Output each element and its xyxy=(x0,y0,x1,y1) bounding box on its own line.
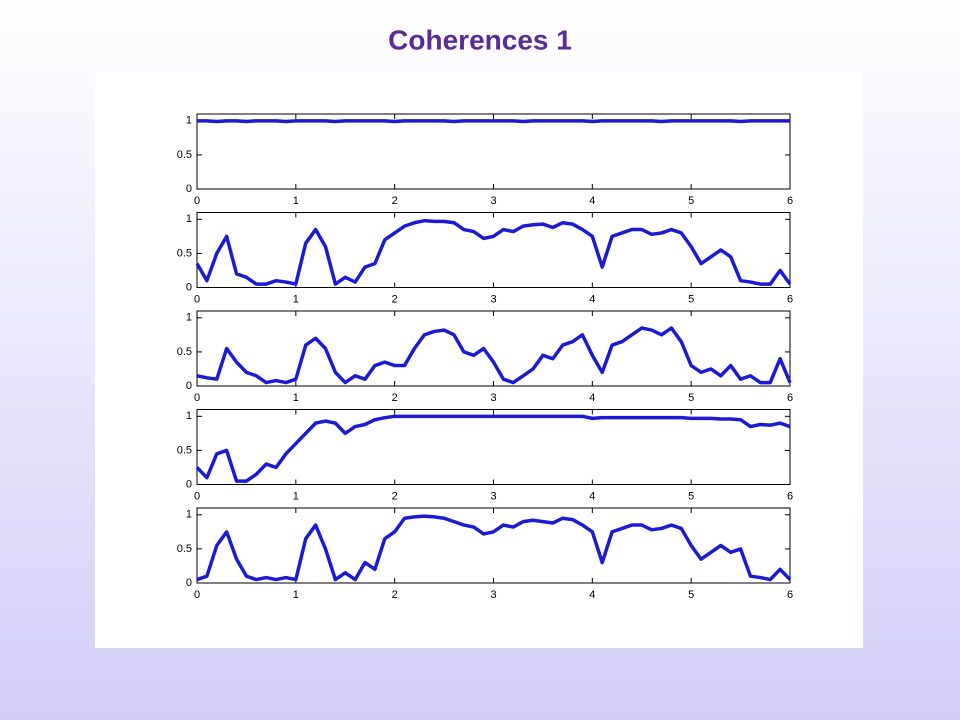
y-tick-label: 1 xyxy=(186,509,192,521)
y-tick-label: 0.5 xyxy=(177,346,192,358)
x-tick-label: 0 xyxy=(194,293,200,305)
x-tick-label: 2 xyxy=(392,589,398,601)
x-tick-label: 5 xyxy=(688,490,694,502)
x-tick-label: 1 xyxy=(293,195,299,207)
axes-box xyxy=(196,409,791,485)
y-tick-label: 0 xyxy=(186,281,192,293)
y-tick-label: 1 xyxy=(186,410,192,422)
x-tick-label: 6 xyxy=(787,293,793,305)
x-tick-label: 6 xyxy=(787,490,793,502)
x-tick-label: 2 xyxy=(392,293,398,305)
axes-box xyxy=(196,113,791,190)
axes-box xyxy=(196,507,791,584)
y-tick-label: 0 xyxy=(186,183,192,195)
slide-title: Coherences 1 xyxy=(388,24,572,55)
x-tick-label: 4 xyxy=(589,490,595,502)
x-tick-label: 6 xyxy=(787,195,793,207)
x-tick-label: 1 xyxy=(293,392,299,404)
x-tick-label: 4 xyxy=(589,293,595,305)
x-tick-label: 2 xyxy=(392,392,398,404)
axes-box xyxy=(196,310,791,387)
y-tick-label: 1 xyxy=(186,115,192,127)
x-tick-label: 1 xyxy=(293,589,299,601)
y-tick-label: 0 xyxy=(186,577,192,589)
data-line xyxy=(196,326,792,385)
x-tick-label: 2 xyxy=(392,490,398,502)
x-tick-label: 5 xyxy=(688,293,694,305)
data-line xyxy=(195,414,791,483)
x-tick-label: 4 xyxy=(589,589,595,601)
x-tick-label: 3 xyxy=(490,490,496,502)
x-tick-label: 6 xyxy=(787,392,793,404)
x-tick-label: 3 xyxy=(490,392,496,404)
x-tick-label: 5 xyxy=(688,392,694,404)
x-tick-label: 0 xyxy=(194,195,200,207)
x-tick-label: 6 xyxy=(787,589,793,601)
x-tick-label: 0 xyxy=(194,490,200,502)
data-line xyxy=(197,119,790,124)
y-tick-label: 0.5 xyxy=(177,543,192,555)
x-tick-label: 2 xyxy=(392,195,398,207)
axes-box xyxy=(196,212,791,288)
y-tick-label: 0 xyxy=(186,380,192,392)
y-tick-label: 1 xyxy=(186,312,192,324)
x-tick-label: 0 xyxy=(194,589,200,601)
data-line xyxy=(195,218,792,286)
x-tick-label: 5 xyxy=(688,589,694,601)
x-tick-label: 3 xyxy=(490,293,496,305)
x-tick-label: 4 xyxy=(589,392,595,404)
x-tick-label: 5 xyxy=(688,195,694,207)
x-tick-label: 3 xyxy=(490,195,496,207)
y-tick-label: 0.5 xyxy=(177,149,192,161)
y-tick-label: 0.5 xyxy=(177,444,192,456)
x-tick-label: 1 xyxy=(293,293,299,305)
x-tick-label: 4 xyxy=(589,195,595,207)
x-tick-label: 1 xyxy=(293,490,299,502)
y-tick-label: 0 xyxy=(186,478,192,490)
data-line xyxy=(196,514,792,582)
x-tick-label: 3 xyxy=(490,589,496,601)
x-tick-label: 0 xyxy=(194,392,200,404)
y-tick-label: 0.5 xyxy=(177,247,192,259)
y-tick-label: 1 xyxy=(186,213,192,225)
